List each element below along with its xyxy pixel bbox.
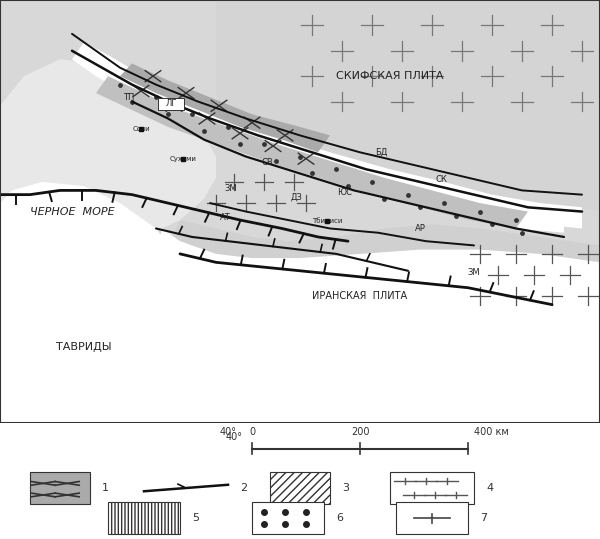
Point (439, 199, 449, 208)
Bar (270, 472, 330, 505)
Text: 200: 200 (351, 427, 369, 437)
Point (307, 169, 317, 178)
Text: Сухуми: Сухуми (170, 156, 196, 162)
Text: ТП: ТП (124, 93, 134, 102)
Point (163, 110, 173, 119)
Text: СВ: СВ (261, 158, 273, 168)
Point (127, 97, 137, 106)
Text: 6: 6 (336, 513, 343, 523)
Point (259, 140, 269, 148)
Text: 0: 0 (249, 427, 255, 437)
Text: Тбилиси: Тбилиси (312, 218, 342, 224)
Point (451, 211, 461, 220)
Point (295, 152, 305, 161)
Text: ЧЕРНОЕ  МОРЕ: ЧЕРНОЕ МОРЕ (29, 206, 115, 217)
Point (343, 182, 353, 190)
Polygon shape (0, 182, 192, 423)
Point (511, 216, 521, 224)
Point (115, 80, 125, 89)
Text: 7: 7 (480, 513, 487, 523)
Point (199, 127, 209, 135)
Bar (108, 502, 180, 534)
Polygon shape (0, 0, 600, 423)
Point (151, 93, 161, 102)
Text: АТ: АТ (220, 213, 230, 223)
Text: 5: 5 (192, 513, 199, 523)
Point (367, 178, 377, 186)
Bar (390, 472, 474, 505)
Text: 3: 3 (342, 483, 349, 493)
Text: СКИФСКАЯ ПЛИТА: СКИФСКАЯ ПЛИТА (336, 71, 444, 81)
Text: Сочи: Сочи (132, 126, 150, 132)
Text: ЛГ: ЛГ (165, 99, 177, 108)
Text: БД: БД (375, 148, 387, 157)
Polygon shape (156, 220, 600, 423)
Text: ЮС: ЮС (337, 188, 353, 197)
Text: 40°: 40° (220, 427, 236, 437)
Bar (30, 472, 90, 505)
Polygon shape (72, 42, 582, 229)
Polygon shape (216, 0, 600, 211)
Bar (252, 502, 324, 534)
Text: СК: СК (435, 175, 447, 184)
Point (517, 229, 527, 237)
Point (223, 123, 233, 132)
Bar (396, 502, 468, 534)
Text: 40°: 40° (226, 432, 242, 441)
Polygon shape (156, 229, 600, 423)
Polygon shape (108, 85, 564, 233)
Point (379, 195, 389, 203)
Text: 400 км: 400 км (474, 427, 509, 437)
Point (271, 156, 281, 165)
Point (331, 165, 341, 174)
Text: ЗМ: ЗМ (224, 184, 238, 193)
Polygon shape (120, 64, 330, 153)
Point (487, 220, 497, 229)
Point (187, 110, 197, 119)
FancyBboxPatch shape (158, 98, 184, 110)
Polygon shape (96, 76, 528, 229)
Point (235, 140, 245, 148)
Text: 4: 4 (486, 483, 493, 493)
Polygon shape (0, 59, 216, 254)
Text: ЗМ: ЗМ (467, 268, 481, 278)
Text: ДЗ: ДЗ (291, 192, 303, 201)
Point (415, 203, 425, 212)
Text: АР: АР (415, 224, 425, 233)
Text: 2: 2 (240, 483, 247, 493)
Text: 1: 1 (102, 483, 109, 493)
Text: ИРАНСКАЯ  ПЛИТА: ИРАНСКАЯ ПЛИТА (313, 291, 407, 301)
Text: ТАВРИДЫ: ТАВРИДЫ (56, 342, 112, 352)
Point (475, 207, 485, 216)
Point (403, 190, 413, 199)
